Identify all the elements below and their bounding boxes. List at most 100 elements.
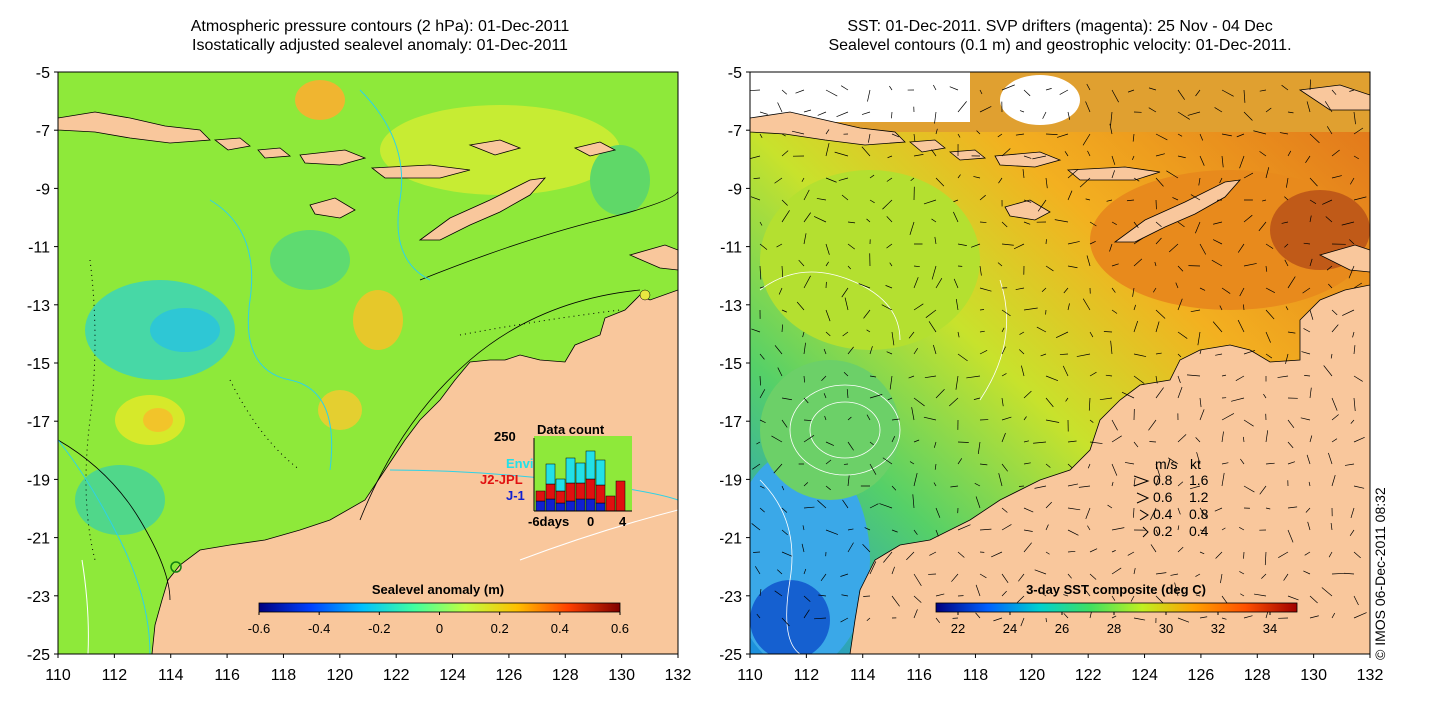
left-title: Atmospheric pressure contours (2 hPa): 0…	[40, 17, 720, 55]
velocity-arrow	[1045, 463, 1051, 468]
y-tick-label: -21	[27, 531, 50, 548]
inset-bar-j2	[575, 482, 586, 500]
velocity-arrow	[1023, 507, 1034, 513]
tide-gauge-marker	[639, 289, 651, 301]
velocity-arrow	[882, 199, 893, 210]
velocity-arrow	[923, 416, 937, 421]
velocity-arrow	[1305, 507, 1311, 513]
y-tick-label: -19	[27, 472, 50, 489]
velocity-arrow	[1041, 287, 1047, 293]
velocity-arrow	[759, 243, 768, 250]
velocity-arrow	[957, 133, 961, 138]
velocity-arrow	[1215, 353, 1223, 356]
velocity-arrow	[751, 328, 761, 333]
x-tick-label: 118	[963, 667, 989, 684]
colorbar-tick-label: 0.6	[611, 621, 629, 636]
velocity-arrow	[887, 397, 893, 401]
velocity-arrow	[1045, 524, 1049, 531]
velocity-arrow	[948, 397, 959, 407]
velocity-arrow	[1303, 570, 1311, 575]
inset-bar-j2	[545, 483, 556, 500]
velocity-arrow	[974, 482, 981, 487]
velocity-arrow	[1089, 241, 1096, 245]
sealevel-contour	[759, 271, 901, 341]
velocity-arrow	[1172, 197, 1179, 201]
velocity-arrow	[1221, 462, 1229, 465]
velocity-arrow	[889, 85, 893, 91]
inset-bar-envi	[585, 450, 596, 480]
colorbar-tick-label: -0.2	[368, 621, 390, 636]
velocity-arrow	[1265, 507, 1271, 510]
sealevel-contour	[789, 384, 901, 476]
velocity-arrow	[803, 482, 809, 487]
velocity-arrow	[1265, 287, 1276, 294]
velocity-arrow	[1133, 375, 1145, 384]
velocity-arrow	[1149, 441, 1157, 443]
sla-high-center-south	[318, 390, 362, 430]
velocity-arrow	[1287, 150, 1292, 157]
velocity-arrow	[1155, 572, 1167, 575]
velocity-arrow	[1326, 126, 1333, 135]
velocity-arrow	[1045, 551, 1050, 555]
velocity-arrow	[803, 506, 815, 509]
velocity-arrow	[1287, 419, 1295, 429]
velocity-arrow	[1199, 551, 1205, 555]
x-tick-label: 122	[1075, 667, 1102, 684]
speed-legend-arrow	[1142, 526, 1149, 538]
velocity-arrow	[1302, 287, 1311, 294]
velocity-arrow	[979, 573, 987, 579]
velocity-arrow	[866, 617, 871, 622]
velocity-arrow	[1323, 365, 1333, 377]
velocity-arrow	[1239, 287, 1245, 297]
velocity-arrow	[1067, 111, 1071, 120]
velocity-arrow	[869, 375, 877, 378]
colorbar-tick-label: 0	[436, 621, 443, 636]
speed-legend-header-kt: kt	[1190, 456, 1201, 472]
velocity-arrow	[1309, 258, 1313, 267]
velocity-arrow	[847, 265, 852, 270]
speed-legend-kt: 1.6	[1189, 472, 1209, 488]
velocity-arrow	[1023, 221, 1031, 225]
lesser-sunda-islands	[908, 139, 1161, 181]
velocity-arrow	[1177, 386, 1183, 399]
velocity-arrow	[1353, 551, 1361, 559]
velocity-arrow	[1331, 475, 1336, 487]
velocity-arrow	[847, 416, 852, 421]
velocity-arrow	[1261, 573, 1267, 579]
sumba-island	[309, 197, 356, 219]
sla-low-south	[75, 465, 165, 535]
velocity-arrow	[796, 301, 805, 311]
velocity-arrow	[1037, 199, 1047, 212]
velocity-arrow	[1133, 320, 1139, 333]
velocity-arrow	[1301, 351, 1311, 355]
velocity-arrow	[1287, 441, 1294, 449]
sst-colorbar: 3-day SST composite (deg C) 22 24 26 28 30 32…	[935, 582, 1298, 636]
x-tick-label: 112	[794, 667, 820, 684]
sla-y-axis: -5 -7 -9 -11 -13 -15 -17 -19 -21 -23 -25	[27, 65, 58, 664]
inset-x-tick: -6days	[528, 514, 569, 529]
velocity-arrow	[1067, 265, 1078, 269]
velocity-arrow	[891, 436, 896, 443]
velocity-arrow	[931, 265, 937, 280]
pressure-contour-dotted	[85, 259, 96, 561]
sumba-island	[1004, 199, 1051, 221]
x-tick-label: 132	[665, 667, 692, 684]
velocity-arrow	[1287, 276, 1296, 289]
velocity-arrow	[887, 155, 893, 159]
velocity-arrow	[1199, 243, 1207, 255]
velocity-arrow	[840, 85, 849, 91]
velocity-arrow	[885, 285, 893, 289]
velocity-arrow	[1177, 331, 1188, 339]
velocity-arrow	[957, 243, 967, 246]
velocity-arrow	[1330, 353, 1333, 359]
velocity-arrow	[781, 150, 789, 157]
inset-bar-j1	[555, 502, 566, 512]
velocity-arrow	[1283, 573, 1289, 581]
velocity-arrow	[1281, 221, 1289, 224]
velocity-arrow	[1331, 612, 1336, 619]
velocity-arrow	[1253, 130, 1267, 135]
sla-x-axis: 110 112 114 116 118 120 122 124 126 128 130 132	[45, 654, 691, 684]
legend-envi: Envi	[506, 456, 533, 471]
velocity-arrow	[759, 507, 765, 513]
colorbar-tick-label: 0.2	[491, 621, 509, 636]
